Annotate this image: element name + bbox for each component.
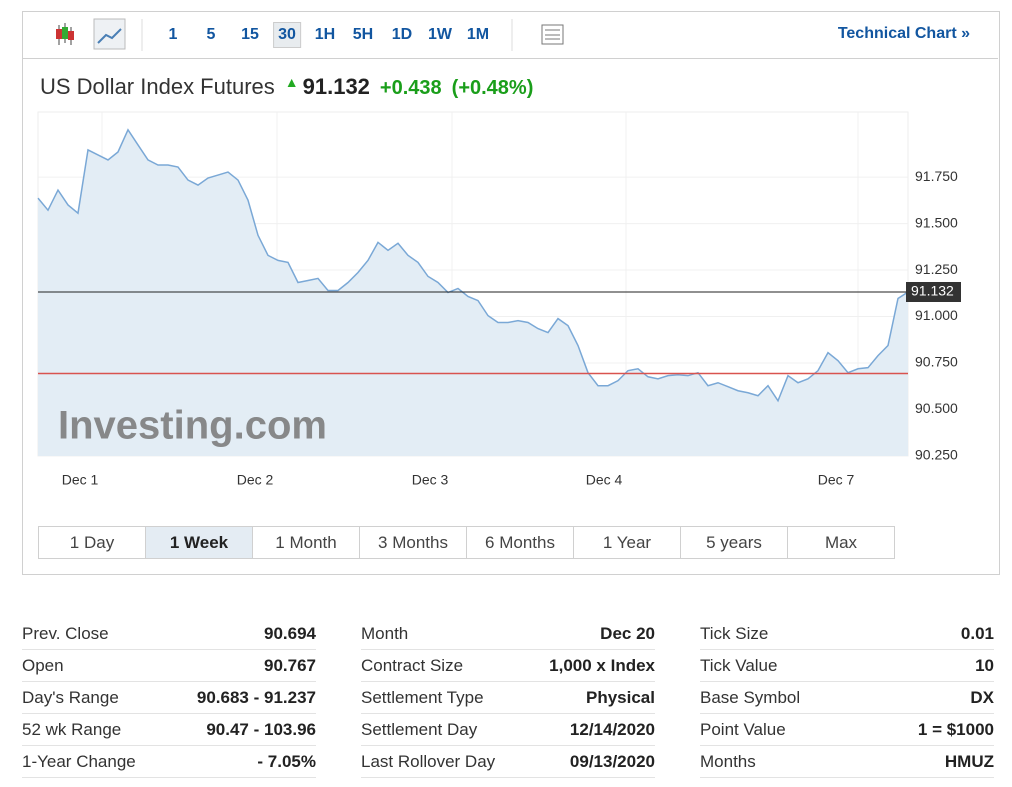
stat-value: Physical <box>586 687 655 707</box>
stat-label: 52 wk Range <box>22 719 122 739</box>
interval-button[interactable]: 1 <box>168 26 178 43</box>
interval-button[interactable]: 5H <box>352 26 374 43</box>
x-tick-label: Dec 3 <box>412 472 449 488</box>
interval-button[interactable]: 5 <box>206 26 216 43</box>
stat-label: Prev. Close <box>22 623 109 643</box>
stats-row: Contract Size 1,000 x Index <box>361 650 655 682</box>
change-percent: (+0.48%) <box>451 77 534 99</box>
range-button[interactable]: 1 Week <box>146 527 253 558</box>
stat-value: - 7.05% <box>257 751 316 771</box>
stat-value: DX <box>970 687 994 707</box>
stat-value: 12/14/2020 <box>569 719 655 739</box>
stat-label: Month <box>361 623 409 643</box>
stat-label: 1-Year Change <box>22 751 136 771</box>
stats-row: Tick Size 0.01 <box>700 618 994 650</box>
range-button[interactable]: 1 Year <box>574 527 681 558</box>
stats-row: Point Value 1 = $1000 <box>700 714 994 746</box>
range-button[interactable]: 1 Month <box>253 527 360 558</box>
up-arrow: ▲ <box>284 74 299 90</box>
stat-value: 09/13/2020 <box>569 751 655 771</box>
x-tick-label: Dec 7 <box>818 472 855 488</box>
stats-column: Prev. Close 90.694 Open 90.767 Day's Range 90… <box>22 618 316 778</box>
range-button[interactable]: 6 Months <box>467 527 574 558</box>
change: +0.438 <box>379 77 442 99</box>
stat-label: Tick Value <box>700 655 778 675</box>
interval-button[interactable]: 1W <box>428 26 452 43</box>
stat-value: 1,000 x Index <box>549 655 655 675</box>
stats-column: Tick Size 0.01 Tick Value 10 Base Symbol DX Po… <box>700 618 994 778</box>
candle-icon[interactable] <box>56 23 74 45</box>
toolbar: Technical Chart » 1 5 15 30 1H 5H 1D 1W 1M <box>22 11 998 59</box>
chart-frame <box>22 11 1000 575</box>
stat-label: Tick Size <box>700 623 769 643</box>
area <box>38 129 908 456</box>
stat-label: Contract Size <box>361 655 464 675</box>
stats-row: Tick Value 10 <box>700 650 994 682</box>
stats-row: Month Dec 20 <box>361 618 655 650</box>
x-tick-label: Dec 1 <box>62 472 99 488</box>
line <box>37 128 909 403</box>
stats-row: Settlement Day 12/14/2020 <box>361 714 655 746</box>
interval-button[interactable]: 15 <box>241 26 259 43</box>
stats-row: 52 wk Range 90.47 - 103.96 <box>22 714 316 746</box>
last-price-label: 91.132 <box>911 283 954 299</box>
stat-value: 1 = $1000 <box>917 719 994 739</box>
stat-label: Day's Range <box>22 687 119 707</box>
price: 91.132 <box>302 74 370 99</box>
y-tick-label: 91.250 <box>915 261 958 277</box>
header: US Dollar Index Futures ▲ 91.132 +0.438 (+0.… <box>40 74 543 100</box>
stat-value: 90.683 - 91.237 <box>196 687 316 707</box>
toolbar-icons-2 <box>511 19 564 51</box>
stats-row: Last Rollover Day 09/13/2020 <box>361 746 655 778</box>
stat-value: 90.694 <box>264 623 316 643</box>
stat-label: Months <box>700 751 756 771</box>
stat-label: Settlement Day <box>361 719 478 739</box>
toolbar-icons <box>56 18 143 51</box>
x-tick-label: Dec 4 <box>586 472 623 488</box>
range-button[interactable]: 3 Months <box>360 527 467 558</box>
interval-button[interactable]: 30 <box>273 22 301 48</box>
stats-row: Day's Range 90.683 - 91.237 <box>22 682 316 714</box>
stat-value: HMUZ <box>944 751 994 771</box>
stat-value: 0.01 <box>960 623 994 643</box>
stat-value: 90.47 - 103.96 <box>206 719 316 739</box>
stats-row: 1-Year Change - 7.05% <box>22 746 316 778</box>
interval-button[interactable]: 1M <box>466 26 490 43</box>
stat-label: Last Rollover Day <box>361 751 496 771</box>
y-tick-label: 91.750 <box>915 168 958 184</box>
stat-label: Open <box>22 655 64 675</box>
stat-value: 10 <box>975 655 994 675</box>
range-button[interactable]: 1 Day <box>39 527 146 558</box>
title: US Dollar Index Futures <box>40 74 275 99</box>
y-tick-label: 90.250 <box>915 447 958 463</box>
stats-row: Months HMUZ <box>700 746 994 778</box>
last-price-box <box>906 281 961 302</box>
y-tick-label: 91.000 <box>915 307 958 323</box>
interval-button[interactable]: 1H <box>314 26 336 43</box>
stat-label: Point Value <box>700 719 786 739</box>
watermark: Investing.com <box>58 404 327 448</box>
stats-column: Month Dec 20 Contract Size 1,000 x Index Set… <box>361 618 655 778</box>
y-tick-label: 90.750 <box>915 354 958 370</box>
stat-label: Settlement Type <box>361 687 484 707</box>
range-buttons: 1 Day 1 Week 1 Month 3 Months 6 Months 1 Year… <box>38 526 895 559</box>
stats-row: Base Symbol DX <box>700 682 994 714</box>
line-icon[interactable] <box>93 18 126 50</box>
technical-chart-link[interactable]: Technical Chart » <box>837 25 970 42</box>
range-button[interactable]: Max <box>824 533 858 552</box>
stat-label: Base Symbol <box>700 687 801 707</box>
stat-value: 90.767 <box>264 655 316 675</box>
stat-value: Dec 20 <box>600 623 655 643</box>
range-button[interactable]: 5 years <box>681 527 788 558</box>
stats-row: Settlement Type Physical <box>361 682 655 714</box>
stats-row: Prev. Close 90.694 <box>22 618 316 650</box>
chart: 90.250 90.500 90.750 91.000 91.250 91.500 91.7… <box>37 111 961 488</box>
x-tick-label: Dec 2 <box>237 472 274 488</box>
y-tick-label: 90.500 <box>915 400 958 416</box>
y-tick-label: 91.500 <box>915 214 958 230</box>
stats-row: Open 90.767 <box>22 650 316 682</box>
interval-button[interactable]: 1D <box>391 26 413 43</box>
